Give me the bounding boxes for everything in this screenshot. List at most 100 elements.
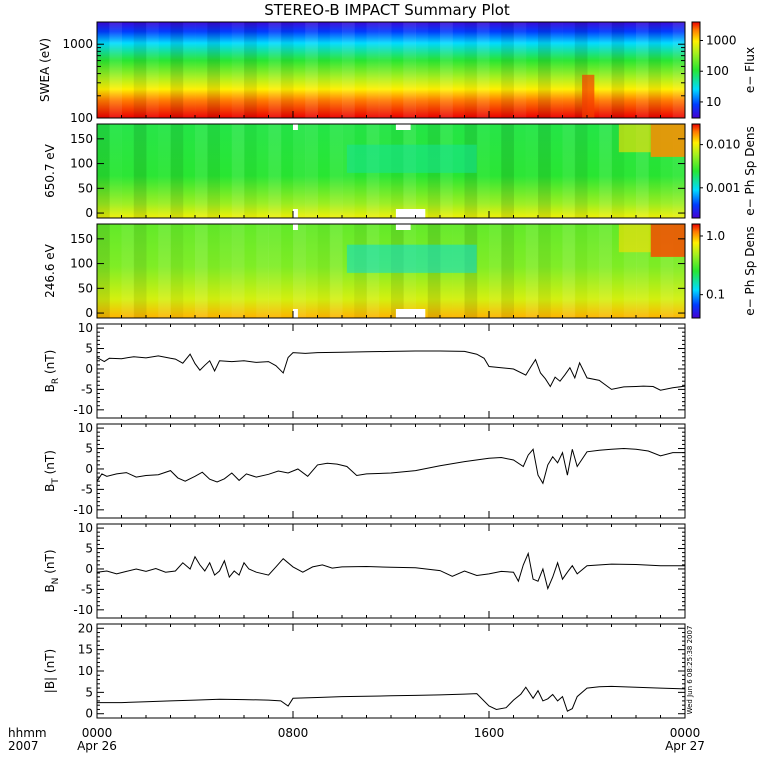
data-gap <box>395 224 411 230</box>
panel-bt: -10 -5 0 5 10 BT (nT) <box>43 421 686 519</box>
spectrogram-texture <box>329 224 343 318</box>
colorbar <box>691 123 701 219</box>
x-tick-date: Apr 27 <box>665 739 705 753</box>
spectrogram-texture <box>428 22 441 118</box>
spectrogram-texture <box>244 22 257 118</box>
spectrogram-texture <box>672 22 686 118</box>
y-tick-label: 100 <box>70 157 93 171</box>
y-tick-label: 15 <box>78 643 93 657</box>
spectrogram-texture <box>121 224 135 318</box>
colorbar-label: e− Ph Sp Dens <box>743 126 757 215</box>
y-tick-label: -10 <box>73 503 93 517</box>
spectrogram-texture <box>574 124 588 218</box>
spectrogram-texture <box>133 22 147 118</box>
spectrogram-texture <box>158 224 171 318</box>
spectrogram-texture <box>366 22 380 118</box>
y-tick-label: 0 <box>85 562 93 576</box>
colorbar-tick-label: 0.010 <box>706 138 740 152</box>
spectrogram-texture <box>599 124 612 218</box>
spectrogram-texture <box>354 22 367 118</box>
spectrogram-texture <box>195 124 208 218</box>
spectrogram-texture <box>489 224 502 318</box>
panel-bmag: 0 5 10 15 20 |B| (nT) <box>43 621 686 721</box>
spectrogram-texture <box>452 22 465 118</box>
series-line <box>96 447 685 485</box>
spectrogram-texture <box>268 22 282 118</box>
y-tick-label: -5 <box>81 382 93 396</box>
colorbar <box>691 21 701 119</box>
spectrogram-texture <box>489 22 502 118</box>
y-tick-label: 5 <box>85 342 93 356</box>
spectrogram-texture <box>207 124 220 218</box>
colorbar-label: e− Flux <box>743 47 757 93</box>
spectrogram-texture <box>97 224 110 318</box>
y-tick-label: 0 <box>85 206 93 220</box>
spectrogram-texture <box>231 224 245 318</box>
spectrogram-texture <box>305 224 318 318</box>
y-tick-label: 50 <box>78 181 93 195</box>
y-axis-label: BN (nT) <box>43 549 61 592</box>
panel-br: -10 -5 0 5 10 BR (nT) <box>43 321 686 419</box>
colorbar <box>691 223 701 319</box>
x-axis-year-label: 2007 <box>8 739 39 753</box>
y-tick-label: -10 <box>73 603 93 617</box>
data-gap <box>395 124 411 130</box>
y-axis-label: SWEA (eV) <box>38 38 52 102</box>
spectrogram-texture <box>587 124 600 218</box>
side-timestamp: Wed Jun 6 08:25:38 2007 <box>686 626 694 715</box>
y-tick-label: 150 <box>70 232 93 246</box>
spectrogram-texture <box>599 224 612 318</box>
spectrogram-texture <box>611 22 625 118</box>
y-axis-label: 650.7 eV <box>43 143 57 198</box>
spectrogram-texture <box>661 22 674 118</box>
spectrogram-texture <box>305 22 318 118</box>
spectrogram-texture <box>538 22 551 118</box>
series-line <box>96 350 686 391</box>
colorbar-tick-label: 100 <box>706 64 729 78</box>
y-axis-label: BR (nT) <box>43 350 61 393</box>
x-tick-label: 0000 <box>670 726 701 740</box>
spectrogram-texture <box>146 124 159 218</box>
spectrogram-texture <box>133 124 147 218</box>
y-tick-label: 100 <box>70 257 93 271</box>
y-axis-label: BT (nT) <box>43 450 61 492</box>
spectrogram-enhancement <box>650 124 685 157</box>
spectrogram-texture <box>538 124 551 218</box>
colorbar-tick-label: 1.0 <box>706 229 725 243</box>
spectrogram-enhancement <box>618 224 651 253</box>
spectrogram-texture <box>476 124 490 218</box>
y-tick-label: 20 <box>78 621 93 635</box>
y-tick-label: 5 <box>85 442 93 456</box>
y-tick-label: 10 <box>78 521 93 535</box>
data-gap <box>293 224 298 230</box>
x-axis-unit-label: hhmm <box>8 726 47 740</box>
spectrogram-depletion <box>346 244 477 273</box>
spectrogram-texture <box>526 22 539 118</box>
colorbar-tick-label: 0.1 <box>706 288 725 302</box>
y-tick-label: 0 <box>85 462 93 476</box>
spectrogram-texture <box>538 224 551 318</box>
magnetic-field-panels: -10 -5 0 5 10 BR (nT) -10 -5 0 5 10 BT (nT) -10 -5 0 5 1… <box>43 321 686 721</box>
spectrogram-texture <box>268 224 282 318</box>
spectrogram-enhancement <box>582 74 595 118</box>
y-tick-label: 0 <box>85 707 93 721</box>
spectrogram-texture <box>109 224 122 318</box>
colorbar-tick-label: 0.001 <box>706 181 740 195</box>
spectrogram-texture <box>329 124 343 218</box>
spectrogram-texture <box>207 22 220 118</box>
spectrogram-texture <box>244 124 257 218</box>
y-tick-label: 100 <box>70 111 93 125</box>
spectrogram-texture <box>195 22 208 118</box>
y-tick-label: -10 <box>73 403 93 417</box>
plot-title: STEREO-B IMPACT Summary Plot <box>264 1 510 19</box>
panel-frame <box>96 323 686 419</box>
spectrogram-texture <box>550 22 563 118</box>
y-tick-label: 5 <box>85 685 93 699</box>
spectrogram-texture <box>477 224 490 318</box>
spectrogram-texture <box>170 22 184 118</box>
spectrogram-texture <box>550 224 563 318</box>
spectrogram-texture <box>293 22 306 118</box>
spectrogram-texture <box>550 124 563 218</box>
